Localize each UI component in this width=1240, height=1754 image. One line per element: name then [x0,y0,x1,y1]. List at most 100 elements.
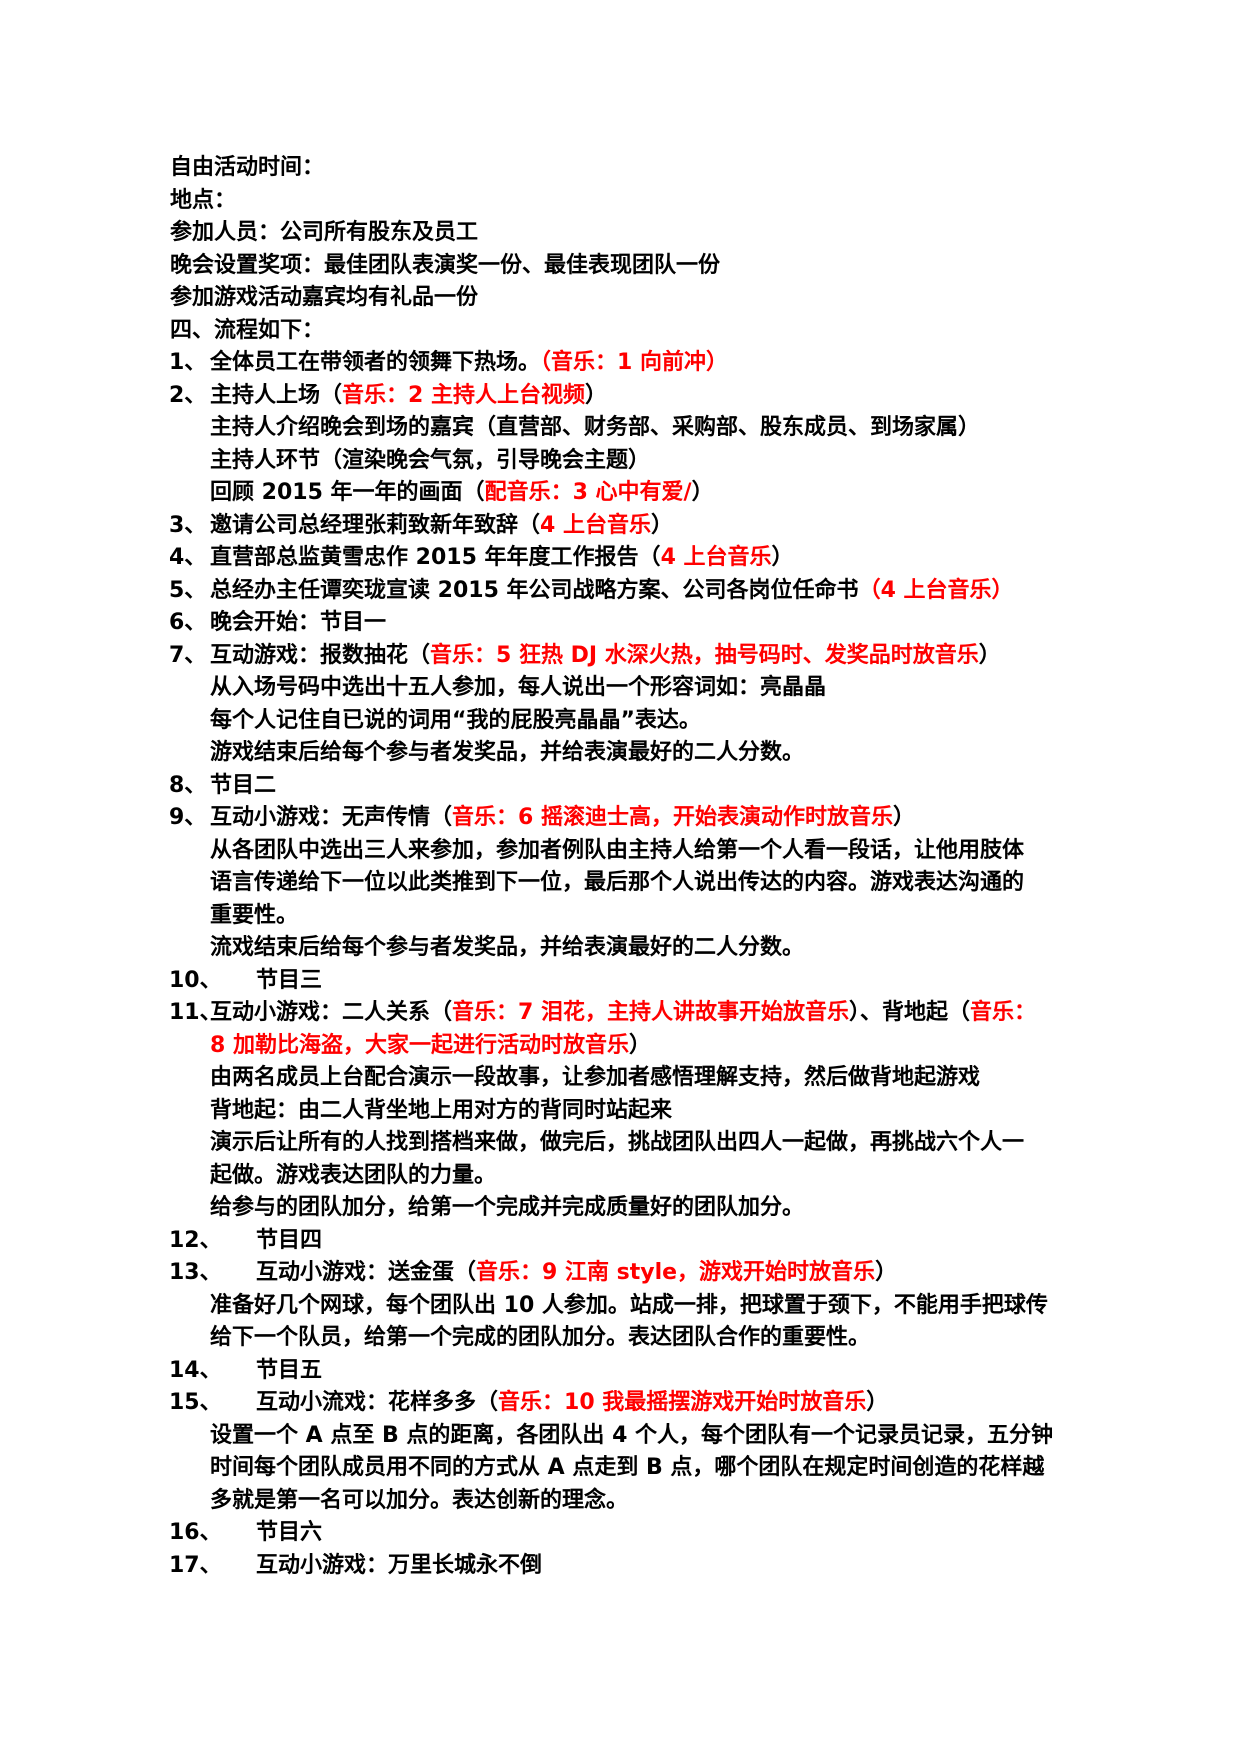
text-segment: 演示后让所有的人找到搭档来做，做完后，挑战团队出四人一起做，再挑战六个人一 [210,1130,1025,1155]
document-line: 6、 晚会开始：节目一 [0,607,1240,640]
music-cue-text: 音乐： [970,1000,1037,1025]
text-segment: 全体员工在带领者的领舞下热场。 [210,350,541,375]
text-segment: 重要性。 [210,902,299,928]
text-segment: 从入场号码中选出十五人参加，每人说出一个形容词如：亮晶晶 [210,675,827,700]
list-number: 8、 [169,772,207,798]
list-number: 6、 [169,610,207,635]
document-line: 每个人记住自已说的词用“我的屁股亮晶晶”表达。 [0,705,1240,738]
document-line: 流戏结束后给每个参与者发奖品，并给表演最好的二人分数。 [0,932,1240,965]
document-line: 参加游戏活动嘉宾均有礼品一份 [0,282,1240,315]
document-line: 从各团队中选出三人来参加，参加者例队由主持人给第一个人看一段话，让他用肢体 [0,835,1240,868]
document-line: 8 加勒比海盗，大家一起进行活动时放音乐） [0,1030,1240,1063]
text-segment: 设置一个 A 点至 B 点的距离，各团队出 4 个人，每个团队有一个记录员记录，… [210,1422,1054,1448]
text-segment: 邀请公司总经理张莉致新年致辞（ [210,512,541,538]
document-line: 重要性。 [0,900,1240,933]
text-segment: 时间每个团队成员用不同的方式从 A 点走到 B 点，哪个团队在规定时间创造的花样… [210,1455,1045,1480]
document-line: 设置一个 A 点至 B 点的距离，各团队出 4 个人，每个团队有一个记录员记录，… [0,1420,1240,1453]
document-line: 5、 总经办主任谭奕珑宣读 2015 年公司战略方案、公司各岗位任命书（4 上台音… [0,575,1240,608]
document-line: 语言传递给下一位以此类推到下一位，最后那个人说出传达的内容。游戏表达沟通的 [0,867,1240,900]
text-segment: 主持人介绍晚会到场的嘉宾（直营部、财务部、采购部、股东成员、到场家属） [210,415,981,440]
document-line: 起做。游戏表达团队的力量。 [0,1160,1240,1193]
text-segment: 自由活动时间： [170,155,325,180]
document-line: 16、 节目六 [0,1517,1240,1550]
text-segment: 准备好几个网球，每个团队出 10 人参加。站成一排，把球置于颈下，不能用手把球传 [210,1292,1048,1318]
document-line: 主持人介绍晚会到场的嘉宾（直营部、财务部、采购部、股东成员、到场家属） [0,412,1240,445]
text-segment: ）、背地起（ [848,1000,970,1025]
list-number: 1、 [169,350,207,375]
list-number: 7、 [169,642,207,668]
text-segment: ） [866,1390,889,1415]
list-number: 2、 [169,382,207,408]
list-number: 12、 [169,1227,222,1253]
document-line: 给参与的团队加分，给第一个完成并完成质量好的团队加分。 [0,1192,1240,1225]
document-line: 12、 节目四 [0,1225,1240,1258]
document-body: 自由活动时间： 地点： 参加人员：公司所有股东及员工晚会设置奖项：最佳团队表演奖一份… [0,152,1240,1582]
text-segment: 背地起：由二人背坐地上用对方的背同时站起来 [210,1097,673,1123]
text-segment: 互动游戏：报数抽花（ [210,642,431,668]
document-line: 多就是第一名可以加分。表达创新的理念。 [0,1485,1240,1518]
document-line: 14、 节目五 [0,1355,1240,1388]
list-number: 11、 [169,1000,222,1025]
text-segment: 主持人环节（渲染晚会气氛，引导晚会主题） [210,447,651,473]
text-segment: 四、流程如下： [170,317,325,343]
text-segment: ） [892,805,915,830]
document-line: 由两名成员上台配合演示一段故事，让参加者感悟理解支持，然后做背地起游戏 [0,1062,1240,1095]
text-segment: 游戏结束后给每个参与者发奖品，并给表演最好的二人分数。 [210,740,805,765]
document-line: 四、流程如下： [0,315,1240,348]
document-line: 13、 互动小游戏：送金蛋（音乐：9 江南 style，游戏开始时放音乐） [0,1257,1240,1290]
document-line: 游戏结束后给每个参与者发奖品，并给表演最好的二人分数。 [0,737,1240,770]
text-segment: 节目六 [256,1520,323,1545]
text-segment: 互动小游戏：万里长城永不倒 [256,1552,543,1578]
text-segment: ） [628,1032,651,1058]
music-cue-text: 音乐：7 泪花，主持人讲故事开始放音乐 [452,1000,849,1025]
text-segment: 直营部总监黄雪忠作 2015 年年度工作报告（ [210,545,661,570]
document-line: 时间每个团队成员用不同的方式从 A 点走到 B 点，哪个团队在规定时间创造的花样… [0,1452,1240,1485]
document-line: 回顾 2015 年一年的画面（配音乐：3 心中有爱/） [0,477,1240,510]
text-segment: 流戏结束后给每个参与者发奖品，并给表演最好的二人分数。 [210,935,805,960]
music-cue-text: （4 上台音乐） [858,577,1014,603]
text-segment: 主持人上场（ [210,382,343,408]
document-line: 地点： [0,185,1240,218]
text-segment: 总经办主任谭奕珑宣读 2015 年公司战略方案、公司各岗位任命书 [210,577,859,603]
text-segment: 互动小游戏：二人关系（ [210,1000,453,1025]
text-segment: 参加游戏活动嘉宾均有礼品一份 [170,285,479,310]
document-line: 参加人员：公司所有股东及员工 [0,217,1240,250]
text-segment: ） [771,545,794,570]
text-segment: 节目二 [210,772,277,798]
text-segment: 参加人员：公司所有股东及员工 [170,220,479,245]
music-cue-text: 音乐：9 江南 style，游戏开始时放音乐 [476,1260,876,1285]
document-line: 8、 节目二 [0,770,1240,803]
text-segment: 晚会设置奖项：最佳团队表演奖一份、最佳表现团队一份 [170,252,721,278]
document-line: 从入场号码中选出十五人参加，每人说出一个形容词如：亮晶晶 [0,672,1240,705]
document-line: 17、 互动小游戏：万里长城永不倒 [0,1550,1240,1583]
music-cue-text: 音乐：5 狂热 DJ 水深火热，抽号码时、发奖品时放音乐 [430,642,979,668]
text-segment: ） [875,1260,898,1285]
music-cue-text: 8 加勒比海盗，大家一起进行活动时放音乐 [210,1032,629,1058]
document-line: 自由活动时间： [0,152,1240,185]
document-line: 10、 节目三 [0,965,1240,998]
text-segment: 地点： [170,187,237,213]
document-line: 晚会设置奖项：最佳团队表演奖一份、最佳表现团队一份 [0,250,1240,283]
text-segment: ） [650,512,673,538]
text-segment: 晚会开始：节目一 [210,610,387,635]
list-number: 16、 [169,1520,222,1545]
text-segment: 节目五 [256,1357,323,1383]
text-segment: 每个人记住自已说的词用“我的屁股亮晶晶”表达。 [210,707,701,733]
document-line: 9、 互动小游戏：无声传情（音乐：6 摇滚迪士高，开始表演动作时放音乐） [0,802,1240,835]
music-cue-text: 音乐：2 主持人上台视频 [342,382,585,408]
document-line: 主持人环节（渲染晚会气氛，引导晚会主题） [0,445,1240,478]
list-number: 5、 [169,577,207,603]
music-cue-text: （音乐：1 向前冲） [540,350,728,375]
text-segment: 多就是第一名可以加分。表达创新的理念。 [210,1487,629,1513]
document-line: 演示后让所有的人找到搭档来做，做完后，挑战团队出四人一起做，再挑战六个人一 [0,1127,1240,1160]
text-segment: 节目三 [256,967,323,993]
text-segment: 给下一个队员，给第一个完成的团队加分。表达团队合作的重要性。 [210,1325,871,1350]
list-number: 10、 [169,967,222,993]
text-segment: 互动小游戏：无声传情（ [210,805,453,830]
document-line: 给下一个队员，给第一个完成的团队加分。表达团队合作的重要性。 [0,1322,1240,1355]
text-segment: 语言传递给下一位以此类推到下一位，最后那个人说出传达的内容。游戏表达沟通的 [210,870,1025,895]
document-line: 2、 主持人上场（音乐：2 主持人上台视频） [0,380,1240,413]
document-line: 7、 互动游戏：报数抽花（音乐：5 狂热 DJ 水深火热，抽号码时、发奖品时放音乐… [0,640,1240,673]
text-segment: 回顾 2015 年一年的画面（ [210,480,485,505]
